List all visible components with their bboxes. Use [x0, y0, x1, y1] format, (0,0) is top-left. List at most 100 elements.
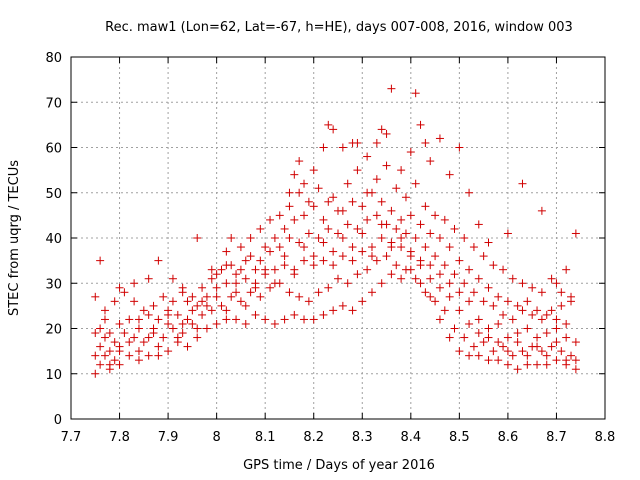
data-point	[261, 315, 270, 324]
data-point	[348, 243, 357, 252]
data-point	[411, 179, 420, 188]
data-point	[474, 274, 483, 283]
data-point	[222, 261, 231, 270]
data-point	[503, 333, 512, 342]
data-point	[562, 356, 571, 365]
data-point	[552, 356, 561, 365]
data-point	[406, 252, 415, 261]
data-point	[115, 283, 124, 292]
data-point	[295, 188, 304, 197]
data-point	[164, 319, 173, 328]
data-point	[338, 252, 347, 261]
data-point	[416, 120, 425, 129]
data-point	[523, 297, 532, 306]
data-point	[300, 211, 309, 220]
data-point	[552, 324, 561, 333]
data-point	[392, 261, 401, 270]
data-point	[406, 148, 415, 157]
data-point	[537, 288, 546, 297]
data-point	[533, 333, 542, 342]
data-point	[270, 319, 279, 328]
data-point	[329, 261, 338, 270]
data-point	[222, 247, 231, 256]
data-point	[183, 297, 192, 306]
data-point	[377, 197, 386, 206]
data-point	[377, 234, 386, 242]
y-tick-label: 60	[45, 142, 62, 157]
data-point	[300, 179, 309, 188]
data-point	[382, 129, 391, 138]
data-point	[115, 319, 124, 328]
data-point	[547, 274, 556, 283]
data-point	[188, 292, 197, 301]
data-point	[207, 274, 216, 283]
data-point	[212, 270, 221, 279]
data-point	[363, 152, 372, 161]
data-point	[542, 310, 551, 319]
data-point	[338, 206, 347, 215]
data-point	[154, 351, 163, 360]
data-point	[455, 288, 464, 297]
data-point	[324, 283, 333, 292]
data-point	[193, 301, 202, 310]
data-point	[202, 301, 211, 310]
data-point	[130, 333, 139, 342]
data-point	[285, 202, 294, 211]
data-point	[329, 247, 338, 256]
data-point	[494, 338, 503, 347]
data-point	[261, 243, 270, 252]
data-point	[392, 224, 401, 233]
data-point	[256, 256, 265, 265]
data-point	[91, 351, 100, 360]
data-point	[149, 324, 158, 333]
data-point	[202, 292, 211, 301]
data-point	[144, 274, 153, 283]
data-point	[222, 279, 231, 288]
data-point	[130, 297, 139, 306]
data-point	[416, 279, 425, 288]
data-point	[533, 360, 542, 369]
data-point	[440, 306, 449, 315]
data-point	[571, 338, 580, 347]
data-point	[435, 270, 444, 279]
data-point	[484, 356, 493, 365]
data-point	[110, 338, 119, 347]
data-point	[300, 315, 309, 324]
data-point	[440, 215, 449, 224]
data-point	[353, 270, 362, 279]
data-point	[426, 274, 435, 283]
x-tick-label: 7.9	[158, 430, 179, 445]
data-point	[285, 288, 294, 297]
data-point	[309, 315, 318, 324]
data-point	[397, 274, 406, 283]
data-point	[348, 306, 357, 315]
data-point	[571, 356, 580, 365]
data-point	[367, 243, 376, 252]
y-tick-label: 80	[45, 51, 62, 66]
data-point	[518, 347, 527, 356]
data-point	[382, 161, 391, 170]
data-point	[358, 229, 367, 238]
data-point	[256, 224, 265, 233]
data-point	[198, 297, 207, 306]
data-point	[372, 211, 381, 220]
data-point	[188, 306, 197, 315]
data-point	[353, 138, 362, 147]
data-point	[300, 256, 309, 265]
data-point	[358, 202, 367, 211]
data-point	[100, 333, 109, 342]
x-tick-label: 8.5	[449, 430, 470, 445]
data-point	[193, 324, 202, 333]
data-point	[241, 256, 250, 265]
data-point	[401, 229, 410, 238]
data-point	[387, 243, 396, 252]
data-point	[465, 351, 474, 360]
data-point	[217, 265, 226, 274]
data-point	[314, 184, 323, 193]
data-point	[236, 297, 245, 306]
data-point	[314, 288, 323, 297]
data-point	[222, 315, 231, 324]
y-tick-label: 50	[45, 187, 62, 202]
data-point	[334, 229, 342, 238]
